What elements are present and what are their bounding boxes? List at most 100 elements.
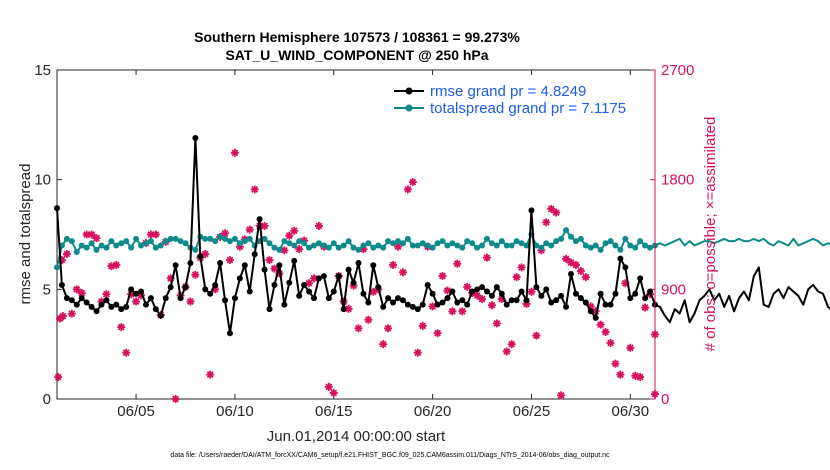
rmse-point: [612, 290, 619, 297]
totalspread-point: [474, 244, 481, 251]
obs-marker-dot: [371, 289, 376, 294]
rmse-point: [103, 297, 110, 304]
obs-marker-dot: [60, 313, 66, 319]
rmse-point: [73, 301, 80, 308]
obs-marker-dot: [494, 321, 500, 326]
obs-marker: [562, 254, 571, 263]
rmse-point: [439, 299, 446, 306]
totalspread-point: [582, 242, 589, 249]
obs-marker: [67, 309, 76, 318]
obs-marker: [403, 185, 412, 194]
rmse-point: [162, 295, 169, 302]
totalspread-point: [543, 240, 550, 247]
totalspread-point: [63, 235, 70, 242]
obs-marker-dot: [430, 304, 435, 309]
obs-marker-dot: [583, 274, 589, 280]
totalspread-point: [563, 227, 570, 234]
chart-title-line-1: Southern Hemisphere 107573 / 108361 = 99…: [194, 29, 520, 45]
rmse-point: [78, 295, 85, 302]
rmse-point: [147, 295, 154, 302]
totalspread-point: [162, 238, 169, 245]
rmse-point: [513, 297, 520, 304]
totalspread-point: [498, 238, 505, 245]
obs-marker-dot: [549, 206, 554, 212]
rmse-point: [296, 292, 303, 299]
rmse-point: [340, 306, 347, 313]
legend: rmse grand pr = 4.8249 totalspread grand…: [394, 83, 626, 117]
totalspread-point: [503, 242, 510, 249]
totalspread-point: [207, 235, 214, 242]
obs-marker: [151, 230, 160, 239]
totalspread-point: [296, 238, 303, 245]
totalspread-point: [602, 240, 609, 247]
obs-marker-dot: [504, 349, 509, 354]
obs-marker-dot: [420, 323, 425, 329]
y-left-tick-label: 5: [43, 281, 51, 298]
rmse-point: [543, 286, 550, 293]
obs-marker: [132, 297, 141, 306]
rmse-point: [83, 299, 90, 306]
totalspread-point: [523, 242, 530, 249]
rmse-point: [647, 288, 654, 295]
rmse-point: [202, 286, 209, 293]
obs-marker-dot: [193, 272, 198, 277]
obs-marker-dot: [296, 246, 302, 252]
obs-marker: [72, 285, 81, 294]
rmse-point: [306, 288, 313, 295]
obs-marker-dot: [55, 374, 61, 380]
x-tick-label: 06/05: [117, 403, 155, 420]
obs-marker: [250, 185, 259, 194]
obs-marker-dot: [400, 270, 406, 275]
totalspread-point: [538, 244, 545, 251]
obs-marker: [354, 324, 363, 333]
rmse-point: [404, 301, 411, 308]
totalspread-point: [642, 242, 649, 249]
obs-marker-dot: [208, 372, 213, 377]
obs-marker-dot: [316, 223, 322, 229]
obs-marker-dot: [410, 179, 416, 185]
totalspread-point: [133, 235, 140, 242]
totalspread-point: [375, 242, 382, 249]
obs-marker-dot: [356, 326, 361, 331]
rmse-point: [498, 290, 505, 297]
chart-title-line-2: SAT_U_WIND_COMPONENT @ 250 hPa: [225, 47, 488, 63]
rmse-point: [572, 290, 579, 297]
obs-marker: [517, 263, 526, 272]
rmse-point: [345, 266, 352, 273]
totalspread-point: [647, 244, 654, 251]
rmse-point: [355, 260, 362, 267]
totalspread-point: [419, 240, 426, 247]
x-axis-label: Jun.01,2014 00:00:00 start: [267, 428, 446, 445]
rmse-point: [483, 288, 490, 295]
rmse-point: [212, 281, 219, 288]
rmse-point: [424, 281, 431, 288]
totalspread-point: [409, 242, 416, 249]
rmse-point: [98, 301, 105, 308]
rmse-point: [236, 275, 243, 282]
totalspread-point: [350, 244, 357, 251]
rmse-point: [617, 255, 624, 262]
totalspread-point: [612, 242, 619, 249]
rmse-point: [385, 295, 392, 302]
obs-marker: [389, 260, 398, 269]
rmse-point: [325, 295, 332, 302]
obs-marker: [364, 315, 373, 324]
obs-marker-dot: [464, 284, 470, 290]
obs-marker: [295, 245, 304, 254]
rmse-point: [567, 270, 574, 277]
obs-marker: [290, 226, 299, 235]
rmse-point: [152, 306, 159, 313]
totalspread-point: [192, 246, 199, 253]
obs-marker: [186, 297, 195, 306]
rmse-point: [459, 297, 466, 304]
obs-marker-dot: [326, 384, 332, 390]
y-right-axis-label: # of obs: o=possible; ×=assimilated: [702, 117, 719, 352]
obs-marker: [527, 287, 536, 296]
totalspread-point: [365, 240, 372, 247]
rmse-point: [133, 290, 140, 297]
totalspread-point: [592, 242, 599, 249]
obs-marker-dot: [203, 251, 208, 257]
totalspread-point: [360, 242, 367, 249]
obs-marker-dot: [282, 248, 287, 253]
